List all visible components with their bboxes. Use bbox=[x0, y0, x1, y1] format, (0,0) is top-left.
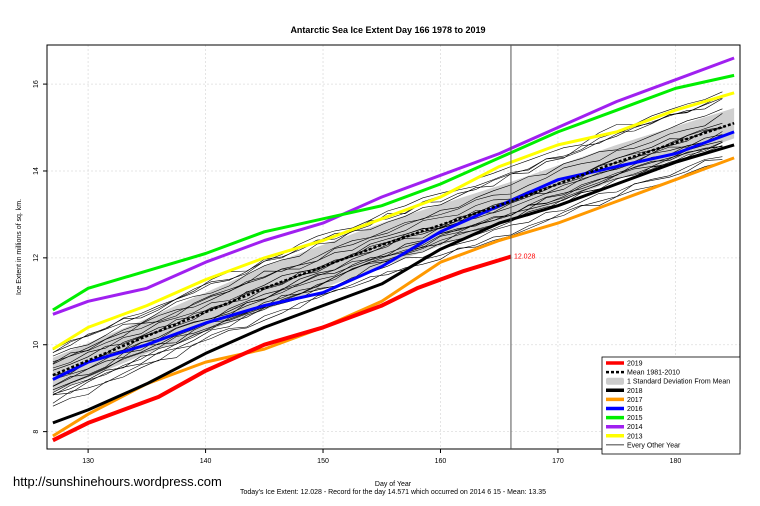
legend-label: Every Other Year bbox=[627, 442, 681, 449]
legend-swatch bbox=[606, 377, 624, 385]
every-other-year-line bbox=[52, 91, 723, 353]
x-tick-label: 130 bbox=[82, 458, 94, 465]
legend-label: 1 Standard Deviation From Mean bbox=[627, 379, 730, 386]
every-other-year-line bbox=[52, 145, 723, 391]
legend-box bbox=[601, 356, 741, 455]
every-other-year-line bbox=[52, 156, 723, 395]
every-other-year-line bbox=[52, 140, 723, 380]
series-2016 bbox=[52, 130, 735, 381]
x-tick-label: 180 bbox=[670, 458, 682, 465]
x-tick-label: 140 bbox=[200, 458, 212, 465]
legend-label: 2017 bbox=[627, 397, 643, 404]
legend-label: 2019 bbox=[627, 361, 643, 368]
every-other-year-line bbox=[52, 134, 723, 396]
every-other-year-line bbox=[52, 126, 723, 377]
every-other-year-line bbox=[52, 127, 723, 365]
every-other-year-line bbox=[52, 108, 723, 364]
footer-text: Today's Ice Extent: 12.028 - Record for … bbox=[240, 489, 546, 496]
series-2014 bbox=[52, 56, 735, 316]
legend-label: Mean 1981-2010 bbox=[627, 370, 680, 377]
chart-title: Antarctic Sea Ice Extent Day 166 1978 to… bbox=[290, 25, 485, 35]
series-2019 bbox=[52, 254, 512, 443]
series-2013 bbox=[52, 91, 735, 351]
series-2018 bbox=[52, 143, 735, 425]
highlight-series bbox=[52, 56, 735, 443]
std-band bbox=[52, 107, 735, 393]
y-axis-label: Ice Extent in millions of sq. km. bbox=[16, 199, 23, 295]
every-other-year-line bbox=[52, 159, 723, 407]
legend-label: 2018 bbox=[627, 388, 643, 395]
y-tick-label: 14 bbox=[33, 167, 40, 175]
every-other-year-line bbox=[52, 98, 723, 350]
x-tick-label: 160 bbox=[435, 458, 447, 465]
legend-label: 2013 bbox=[627, 433, 643, 440]
end-value-label: 12.028 bbox=[514, 254, 536, 261]
y-tick-label: 16 bbox=[33, 80, 40, 88]
every-other-year-line bbox=[52, 113, 723, 363]
plot-frame bbox=[46, 44, 741, 450]
series-2015 bbox=[52, 73, 735, 312]
x-tick-label: 170 bbox=[552, 458, 564, 465]
y-axis: 8 10 12 14 16 bbox=[33, 80, 47, 434]
y-tick-label: 12 bbox=[33, 254, 40, 262]
legend-label: 2015 bbox=[627, 415, 643, 422]
legend-label: 2016 bbox=[627, 406, 643, 413]
x-axis: 130 140 150 160 170 180 bbox=[82, 449, 681, 465]
watermark-url: http://sunshinehours.wordpress.com bbox=[13, 474, 222, 489]
std-band-area bbox=[52, 107, 735, 393]
mean-series-line bbox=[52, 122, 735, 377]
every-other-year-line bbox=[52, 161, 723, 404]
legend-label: 2014 bbox=[627, 424, 643, 431]
y-tick-label: 8 bbox=[33, 430, 40, 434]
x-tick-label: 150 bbox=[317, 458, 329, 465]
every-other-year-line bbox=[52, 146, 723, 376]
legend: 2019 Mean 1981-2010 1 Standard Deviation F… bbox=[601, 356, 741, 455]
x-axis-label: Day of Year bbox=[375, 481, 412, 488]
mean-line bbox=[52, 122, 735, 377]
every-other-year-line bbox=[52, 94, 723, 357]
y-tick-label: 10 bbox=[33, 341, 40, 349]
